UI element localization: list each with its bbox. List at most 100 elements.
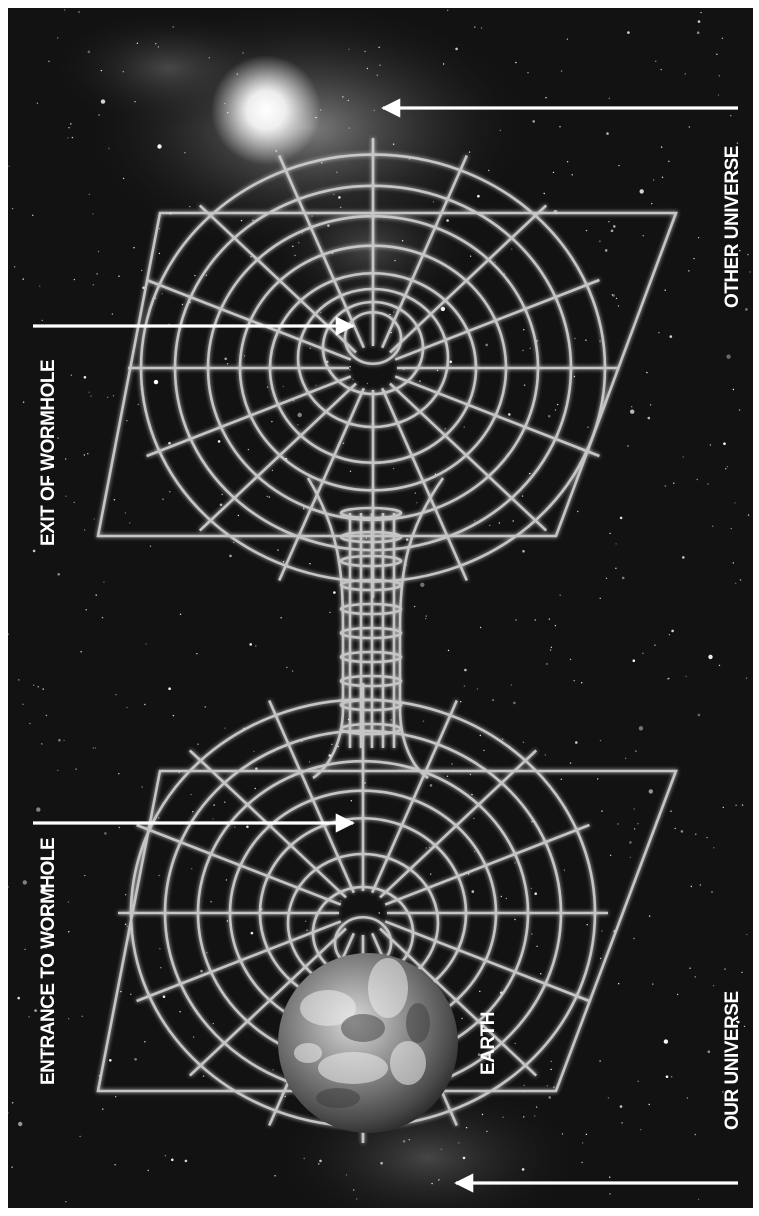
star	[569, 762, 572, 764]
star	[743, 1025, 746, 1028]
star	[65, 458, 67, 460]
star	[291, 670, 294, 672]
star	[229, 554, 232, 558]
star	[109, 1059, 112, 1062]
star	[604, 249, 608, 252]
star	[446, 775, 449, 777]
star	[586, 924, 588, 926]
star	[615, 543, 617, 545]
star	[550, 1060, 552, 1063]
star	[208, 57, 210, 59]
star	[696, 478, 698, 481]
star	[682, 556, 685, 559]
star	[100, 69, 103, 72]
star	[189, 205, 191, 208]
star	[479, 990, 481, 993]
star	[610, 229, 614, 233]
star	[206, 952, 208, 954]
star	[652, 983, 654, 985]
star	[640, 1129, 642, 1131]
star	[294, 254, 296, 257]
star	[730, 191, 732, 193]
star	[172, 26, 174, 28]
star	[469, 255, 472, 257]
star	[115, 1096, 117, 1098]
star	[345, 1174, 348, 1176]
star	[642, 652, 644, 654]
star	[667, 678, 669, 680]
entrance-funnel-radial	[384, 920, 590, 1003]
star	[397, 627, 399, 629]
star	[342, 96, 344, 98]
exit-funnel-radial	[198, 204, 357, 354]
star	[648, 789, 653, 794]
star	[658, 332, 660, 334]
star	[546, 1085, 549, 1087]
star	[159, 948, 161, 950]
star	[676, 993, 679, 996]
star	[510, 684, 513, 686]
star	[611, 294, 614, 296]
star	[722, 1091, 724, 1093]
star	[57, 573, 60, 576]
star	[196, 653, 198, 655]
star	[75, 768, 77, 770]
star	[118, 826, 121, 829]
star	[512, 520, 514, 522]
star	[481, 1113, 484, 1116]
star	[486, 1130, 488, 1133]
star	[8, 165, 10, 167]
star	[473, 817, 475, 820]
exit-funnel-radial	[278, 387, 365, 582]
star	[661, 176, 664, 178]
star	[633, 828, 636, 830]
star	[172, 714, 175, 717]
star	[107, 396, 109, 399]
star	[73, 501, 75, 504]
star	[153, 379, 159, 385]
star	[664, 289, 666, 291]
star	[522, 550, 525, 553]
star	[492, 699, 494, 701]
tube-right-edge	[398, 477, 445, 780]
entrance-funnel-radial	[384, 823, 590, 906]
star	[633, 808, 635, 810]
star	[356, 1198, 358, 1200]
star	[162, 995, 166, 998]
star	[366, 67, 369, 70]
star	[471, 890, 475, 893]
star	[669, 335, 673, 338]
star	[160, 967, 162, 969]
star	[642, 235, 644, 237]
star	[133, 247, 135, 249]
entrance-funnel-radial	[136, 920, 342, 1003]
star	[566, 161, 569, 163]
star	[697, 20, 701, 23]
star	[508, 413, 511, 416]
star	[422, 720, 425, 722]
star	[474, 520, 476, 522]
star	[680, 830, 684, 833]
star	[124, 923, 127, 925]
star	[646, 371, 648, 374]
star	[688, 270, 690, 272]
star	[144, 1041, 146, 1043]
star	[708, 654, 713, 660]
star	[378, 46, 380, 48]
star	[689, 967, 691, 969]
star	[134, 1058, 137, 1061]
star	[234, 826, 236, 828]
star	[11, 207, 14, 210]
star	[736, 142, 739, 144]
star	[115, 694, 117, 696]
star	[618, 164, 620, 167]
star	[561, 1133, 564, 1135]
star	[559, 126, 561, 128]
star	[48, 478, 51, 481]
star	[458, 1142, 460, 1144]
star	[694, 1133, 696, 1136]
star	[444, 428, 446, 430]
star	[716, 53, 718, 55]
star	[608, 97, 610, 100]
star	[240, 219, 243, 222]
